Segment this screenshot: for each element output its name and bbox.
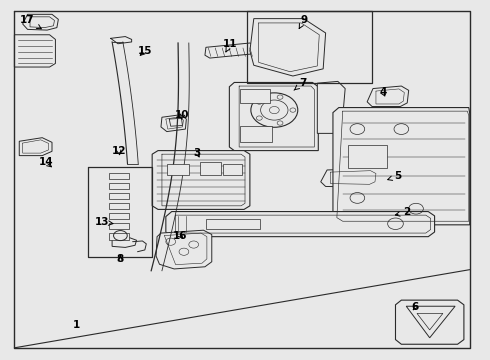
Text: 11: 11 [223, 39, 238, 52]
Text: 8: 8 [117, 254, 124, 264]
Polygon shape [318, 81, 345, 134]
Polygon shape [367, 86, 409, 107]
Polygon shape [406, 306, 455, 338]
Text: 2: 2 [395, 207, 411, 217]
Text: 5: 5 [388, 171, 401, 181]
Text: 10: 10 [175, 111, 190, 121]
Bar [109, 183, 129, 189]
Polygon shape [19, 138, 52, 156]
Text: 12: 12 [112, 146, 126, 156]
Polygon shape [23, 14, 58, 30]
Bar [109, 203, 129, 210]
Polygon shape [229, 82, 318, 150]
Text: 17: 17 [20, 15, 41, 29]
Polygon shape [112, 237, 137, 247]
Polygon shape [250, 19, 326, 76]
Bar [240, 89, 270, 103]
Bar [109, 223, 129, 229]
Polygon shape [161, 115, 186, 132]
Text: 15: 15 [138, 46, 152, 56]
Bar [109, 173, 129, 179]
Text: 6: 6 [412, 302, 418, 312]
Text: 4: 4 [379, 87, 387, 97]
Polygon shape [205, 43, 255, 58]
Bar [109, 213, 129, 220]
Bar [223, 164, 242, 175]
Bar [206, 219, 260, 229]
Polygon shape [14, 35, 55, 67]
Bar [200, 162, 220, 175]
Polygon shape [152, 150, 250, 210]
Polygon shape [395, 300, 464, 344]
Text: 7: 7 [294, 78, 306, 90]
Bar [109, 193, 129, 199]
Bar [167, 164, 189, 175]
Text: 16: 16 [173, 231, 188, 240]
Bar [347, 145, 387, 168]
Text: 14: 14 [38, 157, 53, 167]
Polygon shape [333, 108, 470, 225]
Polygon shape [321, 168, 379, 187]
Bar [240, 126, 272, 142]
Polygon shape [166, 212, 435, 237]
Text: 1: 1 [73, 320, 80, 330]
Text: 9: 9 [299, 15, 307, 28]
Text: 3: 3 [194, 148, 201, 158]
Bar [109, 233, 129, 239]
Polygon shape [417, 314, 443, 330]
Polygon shape [156, 230, 212, 269]
Text: 13: 13 [95, 217, 113, 227]
